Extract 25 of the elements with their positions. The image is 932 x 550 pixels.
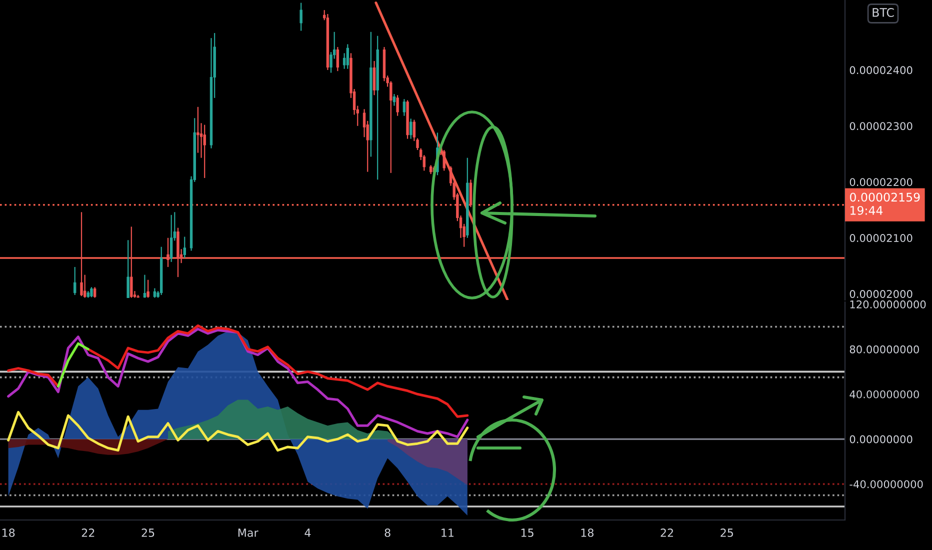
y-tick-label: 0.00000000 (850, 435, 912, 444)
y-tick-label: 40.00000000 (850, 390, 919, 398)
x-tick-label: 22 (660, 528, 673, 537)
x-tick-label: 11 (442, 528, 454, 537)
text: BTC (872, 8, 894, 17)
x-tick-label: 18 (581, 528, 594, 537)
ref-line-label: 0.00002159 19:44 (850, 192, 920, 215)
y-tick-label: 0.00002400 (850, 66, 912, 74)
line-series (56, 342, 90, 388)
x-tick-label: Mar (238, 528, 258, 537)
x-tick-label: 15 (521, 528, 534, 537)
x-tick-label: 18 (2, 528, 15, 537)
y-tick-label: -40.00000000 (850, 480, 923, 488)
y-tick-label: 0.00002300 (850, 122, 912, 130)
line-series (7, 410, 469, 452)
y-tick-label: 0.00002100 (850, 234, 912, 242)
x-tick-label: 22 (82, 528, 94, 537)
y-tick-label: 0.00002200 (850, 178, 912, 186)
x-tick-label: 8 (384, 528, 390, 537)
x-tick-label: 4 (304, 528, 311, 537)
x-tick-label: 25 (720, 528, 733, 537)
x-tick-label: 25 (142, 528, 154, 537)
y-tick-label: 0.00002000 (850, 290, 912, 298)
y-tick-label: 120.00000000 (850, 300, 926, 308)
y-tick-label: 80.00000000 (850, 345, 919, 354)
